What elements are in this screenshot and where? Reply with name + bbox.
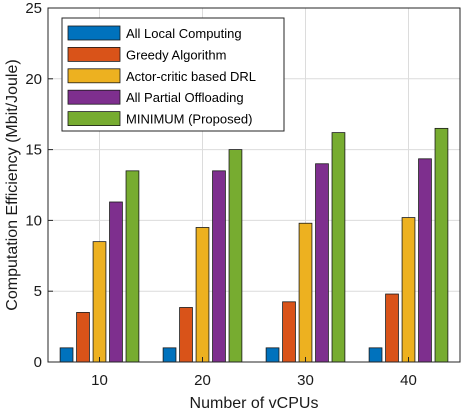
- bar: [59, 347, 74, 363]
- bar: [92, 241, 107, 363]
- bar: [331, 132, 346, 363]
- y-tick-label: 5: [34, 283, 42, 300]
- y-tick-label: 25: [25, 0, 42, 17]
- bar: [212, 170, 226, 363]
- bar: [195, 227, 210, 363]
- bar: [228, 149, 243, 363]
- legend-label: All Local Computing: [126, 26, 242, 41]
- bar: [179, 307, 193, 363]
- bar: [162, 347, 177, 363]
- bars: [59, 127, 449, 363]
- legend-label: All Partial Offloading: [126, 90, 244, 105]
- y-tick-label: 10: [25, 212, 42, 229]
- x-tick-label: 40: [400, 372, 417, 389]
- plot-frame: [47, 7, 461, 363]
- bar: [125, 170, 140, 363]
- bar: [76, 312, 90, 363]
- legend-label: Greedy Algorithm: [126, 47, 226, 62]
- bar: [418, 158, 432, 363]
- bar: [265, 347, 280, 363]
- y-axis-label: Computation Efficiency (Mbit/Joule): [4, 59, 21, 310]
- bar: [315, 163, 329, 363]
- y-tick-label: 0: [34, 354, 42, 371]
- legend: All Local Computing Greedy Algorithm Actor…: [61, 17, 285, 132]
- bar: [385, 293, 399, 363]
- y-tick-label: 15: [25, 142, 42, 159]
- x-tick-label: 20: [194, 372, 211, 389]
- axis-ticks: 0 5 10 15 20 25 10 20 30 40: [25, 0, 417, 389]
- bar: [109, 201, 123, 363]
- y-tick-label: 20: [25, 71, 42, 88]
- x-axis-label: Number of vCPUs: [190, 395, 319, 412]
- legend-swatch: [67, 111, 121, 126]
- legend-swatch: [67, 25, 121, 41]
- bar: [282, 301, 296, 363]
- bar: [368, 347, 383, 363]
- bar: [298, 222, 313, 363]
- bar: [434, 127, 449, 363]
- legend-label: Actor-critic based DRL: [126, 69, 256, 84]
- bar: [401, 217, 416, 363]
- legend-swatch: [67, 68, 121, 84]
- legend-label: MINIMUM (Proposed): [126, 112, 252, 127]
- legend-swatch: [67, 89, 121, 105]
- legend-swatch: [67, 47, 121, 62]
- x-tick-label: 30: [297, 372, 314, 389]
- x-tick-label: 10: [91, 372, 108, 389]
